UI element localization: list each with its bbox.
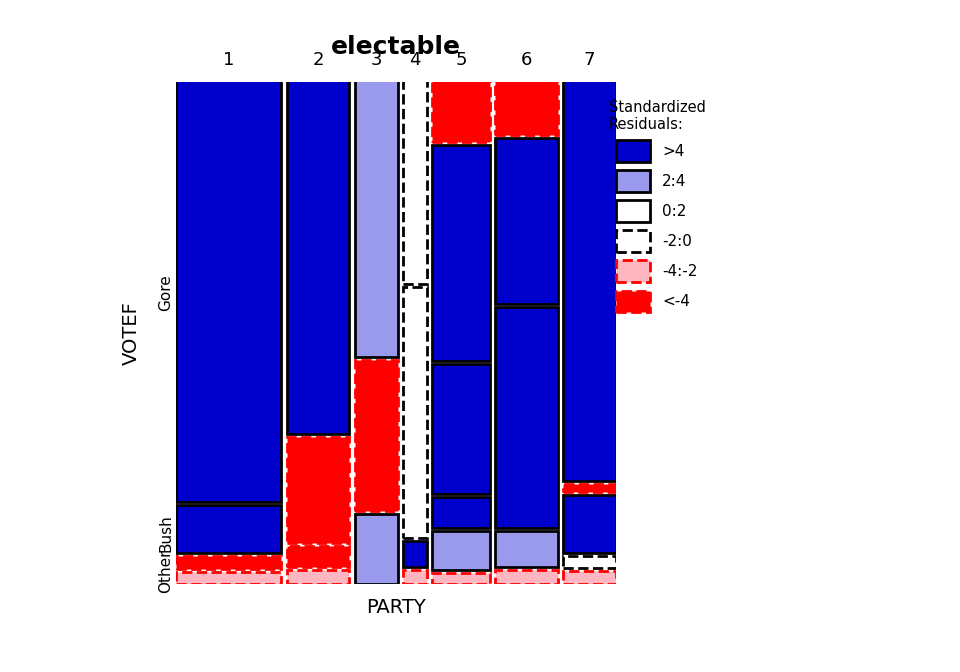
Bar bbox=[564, 556, 616, 569]
X-axis label: PARTY: PARTY bbox=[366, 597, 426, 617]
Text: 6: 6 bbox=[521, 51, 533, 69]
Bar bbox=[287, 570, 349, 584]
Bar bbox=[432, 497, 491, 528]
Text: VOTEF: VOTEF bbox=[122, 301, 141, 365]
Text: 3: 3 bbox=[371, 51, 382, 69]
Bar bbox=[564, 485, 616, 492]
Bar bbox=[403, 73, 427, 284]
Bar bbox=[287, 73, 349, 434]
Text: Bush: Bush bbox=[158, 515, 174, 552]
Bar bbox=[432, 573, 491, 584]
Text: 7: 7 bbox=[584, 51, 595, 69]
Text: 1: 1 bbox=[223, 51, 234, 69]
Text: Other: Other bbox=[158, 550, 174, 593]
Bar bbox=[287, 437, 349, 542]
Bar bbox=[495, 531, 558, 566]
Bar bbox=[403, 570, 427, 584]
Bar bbox=[176, 556, 281, 569]
Text: 2: 2 bbox=[312, 51, 324, 69]
Bar bbox=[495, 307, 558, 528]
Text: Gore: Gore bbox=[158, 274, 174, 311]
Text: 4: 4 bbox=[409, 51, 420, 69]
Bar bbox=[176, 572, 281, 584]
Bar bbox=[432, 531, 491, 570]
Text: 5: 5 bbox=[456, 51, 468, 69]
Bar bbox=[354, 76, 397, 357]
Bar bbox=[354, 513, 397, 584]
Bar bbox=[564, 495, 616, 552]
Bar bbox=[432, 67, 491, 142]
Bar bbox=[287, 546, 349, 566]
Bar bbox=[176, 505, 281, 552]
Title: electable: electable bbox=[331, 35, 461, 59]
Bar bbox=[432, 145, 491, 361]
Bar bbox=[564, 70, 616, 481]
Bar bbox=[354, 360, 397, 511]
Bar bbox=[403, 541, 427, 566]
Bar bbox=[495, 70, 558, 135]
Legend: >4, 2:4, 0:2, -2:0, -4:-2, <-4: >4, 2:4, 0:2, -2:0, -4:-2, <-4 bbox=[609, 99, 706, 312]
Bar bbox=[564, 571, 616, 584]
Bar bbox=[495, 570, 558, 584]
Bar bbox=[432, 364, 491, 495]
Bar bbox=[495, 138, 558, 304]
Bar bbox=[403, 287, 427, 538]
Bar bbox=[176, 73, 281, 502]
